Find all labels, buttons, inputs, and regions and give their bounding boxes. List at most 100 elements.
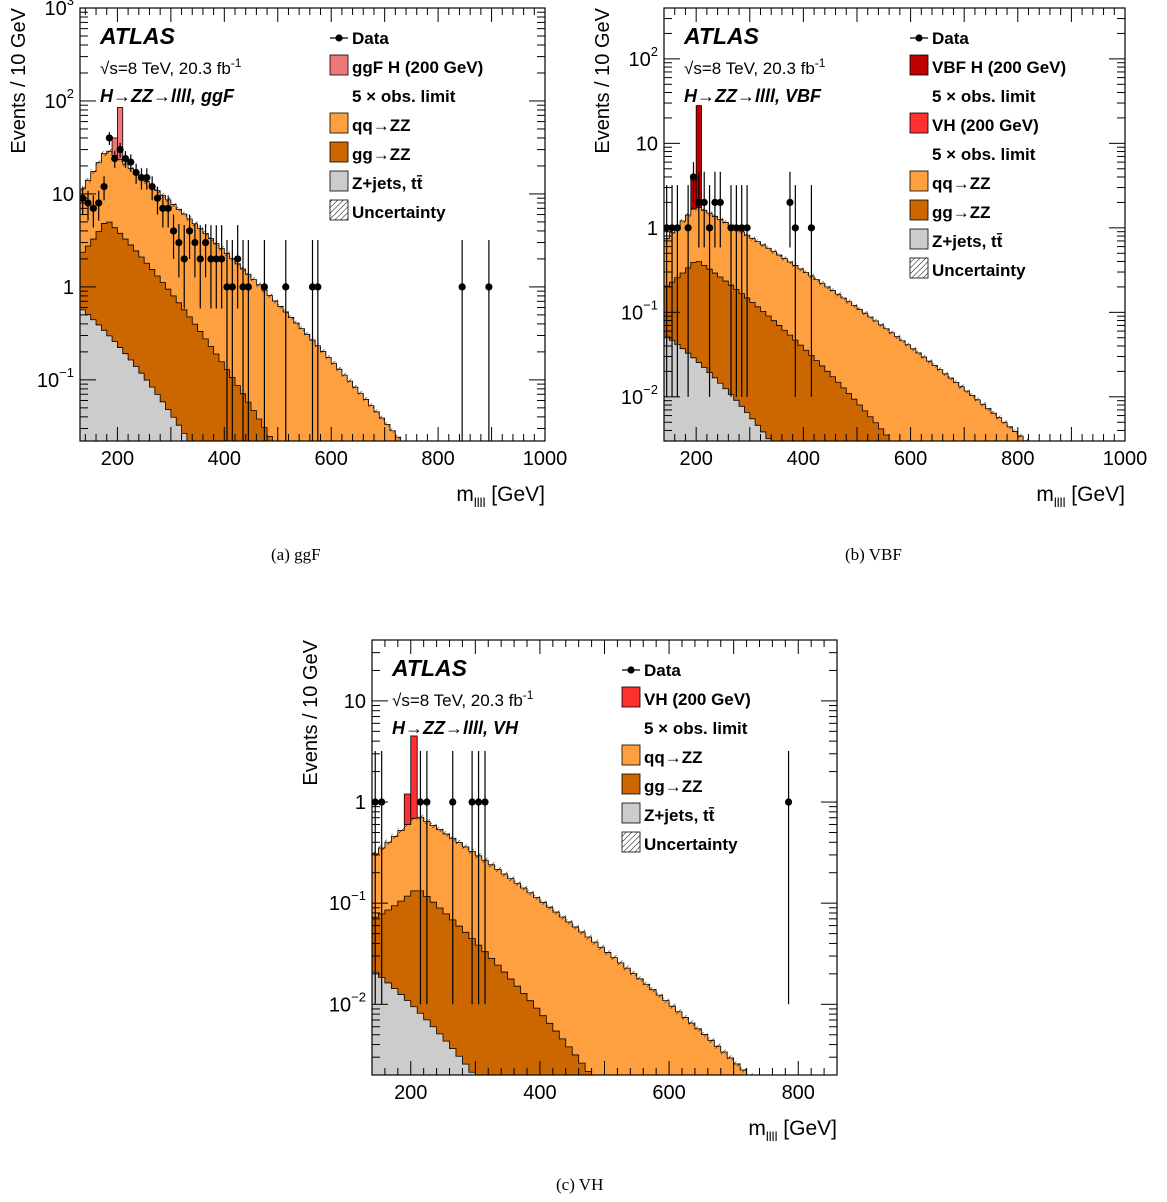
plot-frame — [663, 7, 1126, 442]
y-tick-label: 10 — [636, 133, 658, 155]
data-point — [175, 238, 183, 247]
caption-vh: (c) VH — [556, 1175, 604, 1194]
caption-ggf: (a) ggF — [271, 545, 321, 564]
data-point — [164, 204, 172, 212]
legend-label: 5 × obs. limit — [932, 87, 1036, 106]
legend-label: Uncertainty — [644, 835, 738, 854]
data-point — [807, 224, 816, 232]
data-point — [234, 255, 242, 263]
y-tick-label: 10 — [344, 691, 366, 713]
y-tick-label: 10−1 — [621, 297, 658, 324]
data-point — [244, 283, 252, 291]
y-tick-label: 1 — [647, 218, 658, 240]
data-point — [159, 204, 167, 212]
data-point — [84, 199, 92, 207]
chart-vbf: 200 400 600 800 1000 10−2 10−1 1 10 102 Events / 1… — [592, 7, 1148, 510]
x-tick-label: 1000 — [1103, 448, 1148, 470]
data-point — [711, 198, 719, 207]
y-axis-title: Events / 10 GeV — [592, 7, 614, 153]
data-point — [239, 283, 247, 291]
data-point — [105, 134, 113, 142]
data-point — [695, 198, 703, 207]
data-point — [228, 283, 236, 291]
y-tick-label: 102 — [45, 86, 74, 113]
legend-swatch — [909, 228, 929, 250]
data-point — [684, 224, 692, 232]
data-point — [218, 255, 226, 263]
legend-swatch — [329, 112, 349, 134]
legend-label: 5 × obs. limit — [932, 145, 1036, 164]
energy-label: √s=8 TeV, 20.3 fb-1 — [100, 56, 242, 78]
y-tick-label: 1 — [63, 277, 74, 299]
gg-zz-histogram — [80, 221, 545, 441]
legend-swatch — [329, 170, 349, 192]
data-point — [705, 224, 714, 232]
data-point — [196, 255, 204, 263]
legend-data-marker — [627, 666, 635, 674]
legend-label: gg→ZZ — [932, 203, 991, 222]
y-axis-title: Events / 10 GeV — [300, 639, 322, 785]
uncertainty-band — [372, 814, 837, 1075]
x-tick-label: 600 — [315, 448, 348, 470]
histogram-stack — [372, 735, 837, 1075]
data-point — [143, 173, 151, 182]
legend-label: qq→ZZ — [644, 748, 703, 767]
y-tick-label: 102 — [629, 44, 658, 71]
data-point — [485, 283, 493, 291]
data-point — [180, 255, 188, 263]
data-point — [207, 255, 215, 263]
legend-label: Z+jets, tt̄ — [932, 232, 1003, 251]
data-point — [127, 158, 135, 166]
data-point — [727, 224, 735, 232]
data-point — [716, 198, 724, 207]
legend-swatch — [909, 199, 929, 221]
data-point — [314, 283, 322, 291]
data-point — [468, 798, 476, 806]
x-axis-title: mllll [GeV] — [1036, 483, 1125, 510]
data-point — [474, 798, 483, 806]
x-tick-label: 200 — [101, 448, 134, 470]
legend-label: Data — [932, 29, 969, 48]
panel-ggf: 200 400 600 800 1000 10−1 1 10 102 103 Events / 10… — [0, 0, 580, 530]
caption-vbf: (b) VBF — [845, 545, 902, 564]
data-point — [786, 198, 794, 207]
y-tick-label: 10−2 — [621, 382, 658, 409]
process-label: H→ZZ→llll, VBF — [684, 86, 822, 106]
legend-label: Z+jets, tt̄ — [644, 806, 715, 825]
data-point — [416, 798, 425, 806]
data-point — [169, 227, 178, 235]
process-label: H→ZZ→llll, VH — [392, 718, 519, 738]
zjets-histogram — [372, 971, 837, 1075]
data-point — [95, 199, 103, 207]
data-point — [116, 145, 124, 154]
legend-data-marker — [335, 34, 343, 42]
chart-vh: 200 400 600 800 10−2 10−1 1 10 Events / 10 GeV ml… — [300, 639, 838, 1144]
y-tick-label: 103 — [45, 0, 74, 20]
data-point — [223, 283, 231, 291]
x-tick-label: 800 — [421, 448, 454, 470]
panel-vh: 200 400 600 800 10−2 10−1 1 10 Events / 10 GeV ml… — [290, 625, 870, 1165]
legend-swatch — [621, 773, 641, 795]
panel-vbf: 200 400 600 800 1000 10−2 10−1 1 10 102 Events / 1… — [584, 0, 1167, 530]
legend-label: Uncertainty — [352, 203, 446, 222]
energy-label: √s=8 TeV, 20.3 fb-1 — [392, 688, 534, 710]
histogram-stack — [664, 105, 1125, 441]
legend-label: ggF H (200 GeV) — [352, 58, 483, 77]
histogram-stack — [80, 107, 545, 441]
data-point — [100, 182, 108, 191]
legend-swatch — [909, 112, 929, 134]
legend-label: VH (200 GeV) — [644, 690, 751, 709]
legend-hatch-swatch — [621, 831, 641, 853]
zjets-histogram — [80, 309, 545, 441]
zjets-histogram — [664, 335, 1125, 441]
data-point — [738, 224, 746, 232]
data-point — [458, 283, 466, 291]
legend-swatch — [621, 802, 641, 824]
legend-label: gg→ZZ — [644, 777, 703, 796]
legend-swatch — [621, 744, 641, 766]
data-point — [148, 182, 156, 191]
legend-label: qq→ZZ — [352, 116, 411, 135]
x-tick-label: 400 — [208, 448, 241, 470]
legend-label: 5 × obs. limit — [352, 87, 456, 106]
x-axis-title: mllll [GeV] — [748, 1117, 837, 1144]
